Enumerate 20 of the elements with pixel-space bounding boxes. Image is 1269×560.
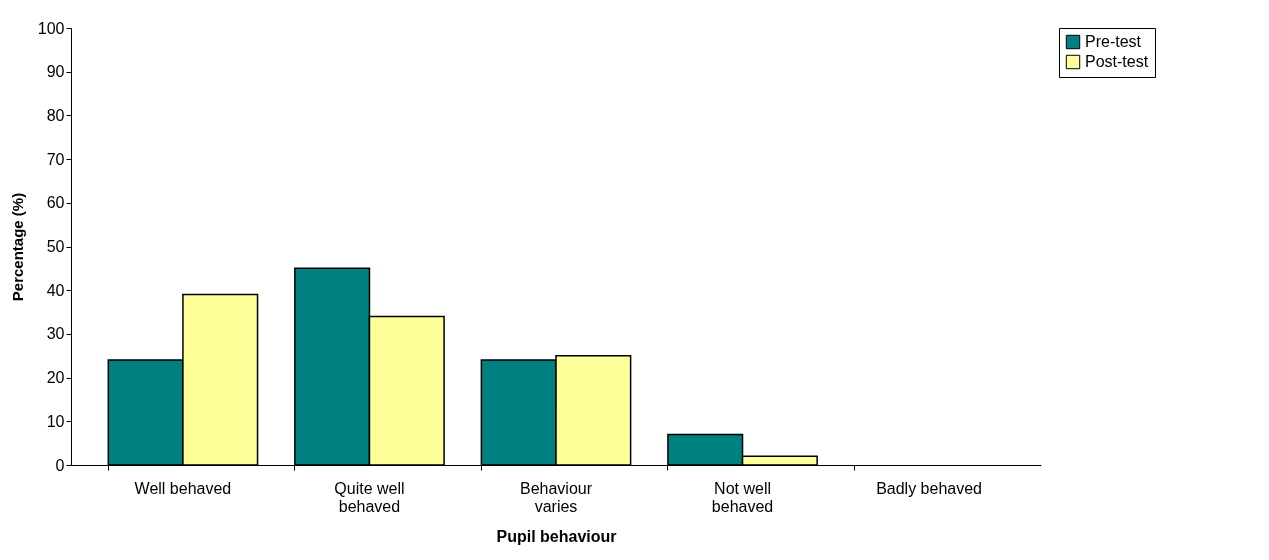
y-tick-label: 40 bbox=[46, 281, 65, 299]
x-tick-label: Behaviour varies bbox=[519, 479, 593, 515]
x-axis-title: Pupil behaviour bbox=[496, 527, 617, 545]
legend-label: Post-test bbox=[1085, 53, 1149, 70]
y-tick-label: 90 bbox=[46, 63, 65, 81]
y-tick-label: 60 bbox=[46, 194, 65, 212]
y-axis-title: Percentage (%) bbox=[8, 192, 26, 302]
y-tick-label: 100 bbox=[37, 19, 65, 37]
x-tick-label: Badly behaved bbox=[876, 479, 983, 497]
x-tick-label: Quite well behaved bbox=[334, 479, 405, 515]
y-tick-label: 80 bbox=[46, 106, 65, 124]
y-tick-label: 0 bbox=[55, 456, 65, 474]
x-tick-label: Not well behaved bbox=[711, 479, 774, 515]
y-tick-label: 10 bbox=[46, 412, 65, 430]
y-tick-label: 50 bbox=[46, 238, 65, 255]
x-tick-label: Well behaved bbox=[134, 479, 232, 497]
y-tick-label: 70 bbox=[46, 150, 65, 168]
y-tick-label: 20 bbox=[46, 369, 65, 387]
y-tick-label: 30 bbox=[46, 325, 65, 343]
legend-label: Pre-test bbox=[1085, 33, 1142, 50]
